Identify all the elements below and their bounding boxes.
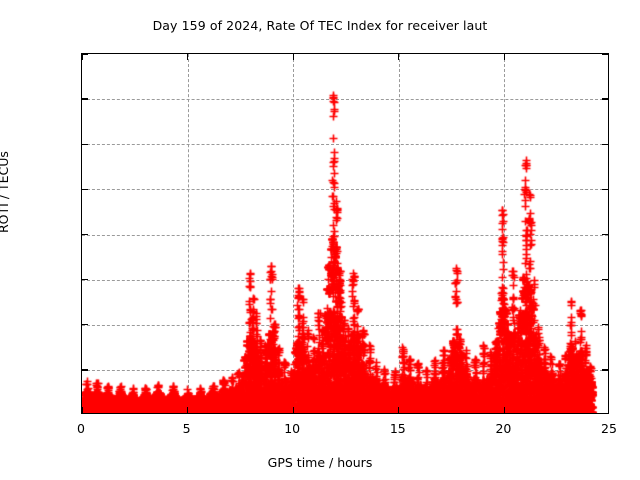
x-tick-label: 5 (182, 421, 191, 436)
y-tick-mark (82, 54, 88, 55)
y-tick-mark (82, 233, 88, 236)
x-tick-label: 25 (601, 421, 617, 436)
y-axis-title: ROTI / TECUs (0, 151, 11, 233)
x-tick-label: 20 (495, 421, 512, 436)
y-tick-mark (82, 369, 88, 371)
plot-area (81, 53, 609, 414)
y-tick-mark (602, 278, 608, 281)
y-tick-mark (602, 324, 608, 326)
x-tick-label: 15 (389, 421, 406, 436)
x-tick-mark (503, 407, 506, 413)
x-tick-mark (503, 54, 506, 60)
y-tick-mark (602, 233, 608, 236)
y-tick-mark (602, 54, 608, 55)
y-tick-mark (82, 143, 88, 145)
y-tick-mark (602, 369, 608, 371)
x-tick-mark (186, 54, 189, 60)
plot-frame (81, 53, 609, 414)
y-tick-mark (82, 188, 88, 191)
x-tick-mark (292, 54, 294, 60)
x-tick-label: 10 (284, 421, 301, 436)
x-tick-label: 0 (77, 421, 85, 436)
x-axis-title: GPS time / hours (267, 455, 373, 470)
x-tick-mark (82, 54, 83, 60)
y-tick-mark (82, 98, 88, 100)
y-tick-mark (82, 324, 88, 326)
y-tick-mark (602, 98, 608, 100)
y-tick-mark (602, 143, 608, 145)
x-tick-mark (82, 407, 83, 413)
y-tick-mark (82, 278, 88, 281)
x-tick-mark (186, 407, 189, 413)
x-tick-mark (398, 407, 400, 413)
scatter-canvas (82, 54, 608, 413)
chart-title: Day 159 of 2024, Rate Of TEC Index for r… (152, 18, 488, 33)
x-tick-mark (292, 407, 294, 413)
y-tick-mark (602, 188, 608, 191)
x-tick-mark (398, 54, 400, 60)
